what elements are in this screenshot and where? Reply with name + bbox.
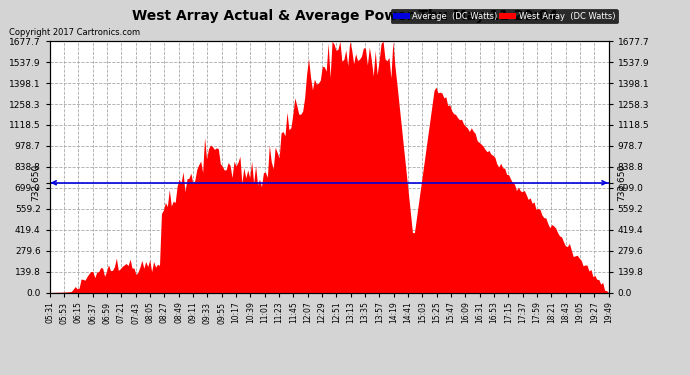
Text: West Array Actual & Average Power Thu May 11 20:04: West Array Actual & Average Power Thu Ma… — [132, 9, 558, 23]
Text: Copyright 2017 Cartronics.com: Copyright 2017 Cartronics.com — [9, 28, 140, 37]
Legend: Average  (DC Watts), West Array  (DC Watts): Average (DC Watts), West Array (DC Watts… — [391, 9, 618, 23]
